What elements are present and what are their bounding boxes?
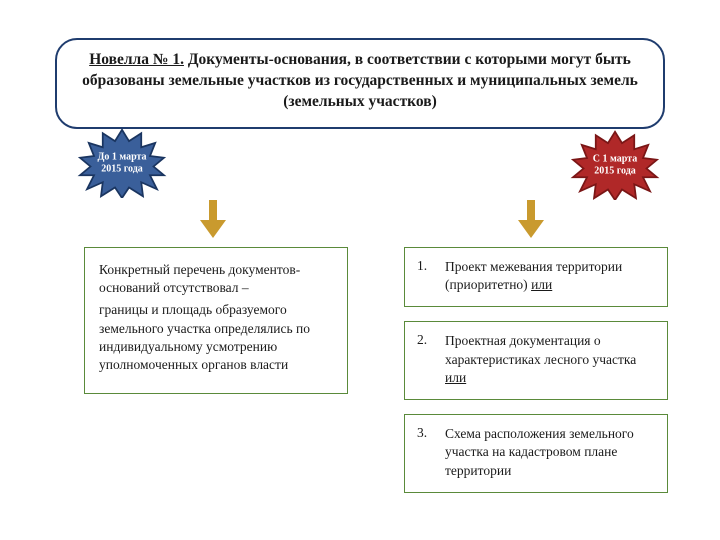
before-description-box: Конкретный перечень документов-оснований… — [84, 247, 348, 394]
starburst-before: До 1 марта 2015 года — [77, 128, 167, 198]
after-item-2-text: Проектная документация о характеристиках… — [445, 332, 655, 387]
after-item-2-num: 2. — [417, 332, 435, 348]
sb-right-l2: 2015 года — [594, 165, 636, 176]
title-box: Новелла № 1. Документы-основания, в соот… — [55, 38, 665, 129]
after-item-3-text: Схема расположения земельного участка на… — [445, 425, 655, 480]
starburst-before-label: До 1 марта 2015 года — [91, 152, 153, 175]
after-item-2: 2. Проектная документация о характеристи… — [404, 321, 668, 400]
after-item-3-body: Схема расположения земельного участка на… — [445, 426, 634, 477]
starburst-after: С 1 марта 2015 года — [570, 130, 660, 200]
arrow-down-icon — [518, 200, 544, 238]
before-p2: границы и площадь образуемого земельного… — [99, 301, 333, 374]
after-item-2-body: Проектная документация о характеристиках… — [445, 333, 636, 366]
after-item-2-ili: или — [445, 370, 466, 385]
starburst-after-label: С 1 марта 2015 года — [584, 154, 646, 177]
arrow-down-icon — [200, 200, 226, 238]
title-text: Новелла № 1. Документы-основания, в соот… — [81, 50, 639, 113]
sb-right-l1: С 1 марта — [593, 154, 637, 165]
arrow-down-left — [200, 200, 226, 238]
after-item-3-num: 3. — [417, 425, 435, 441]
title-novella: Новелла № 1. — [89, 51, 184, 68]
arrow-down-right — [518, 200, 544, 238]
after-item-1-text: Проект межевания территории (приоритетно… — [445, 258, 655, 294]
sb-left-l2: 2015 года — [101, 163, 143, 174]
sb-left-l1: До 1 марта — [97, 152, 146, 163]
before-p1: Конкретный перечень документов-оснований… — [99, 261, 333, 297]
after-item-1-num: 1. — [417, 258, 435, 274]
after-item-1: 1. Проект межевания территории (приорите… — [404, 247, 668, 307]
after-list: 1. Проект межевания территории (приорите… — [404, 247, 668, 507]
after-item-1-ili: или — [531, 277, 552, 292]
after-item-3: 3. Схема расположения земельного участка… — [404, 414, 668, 493]
